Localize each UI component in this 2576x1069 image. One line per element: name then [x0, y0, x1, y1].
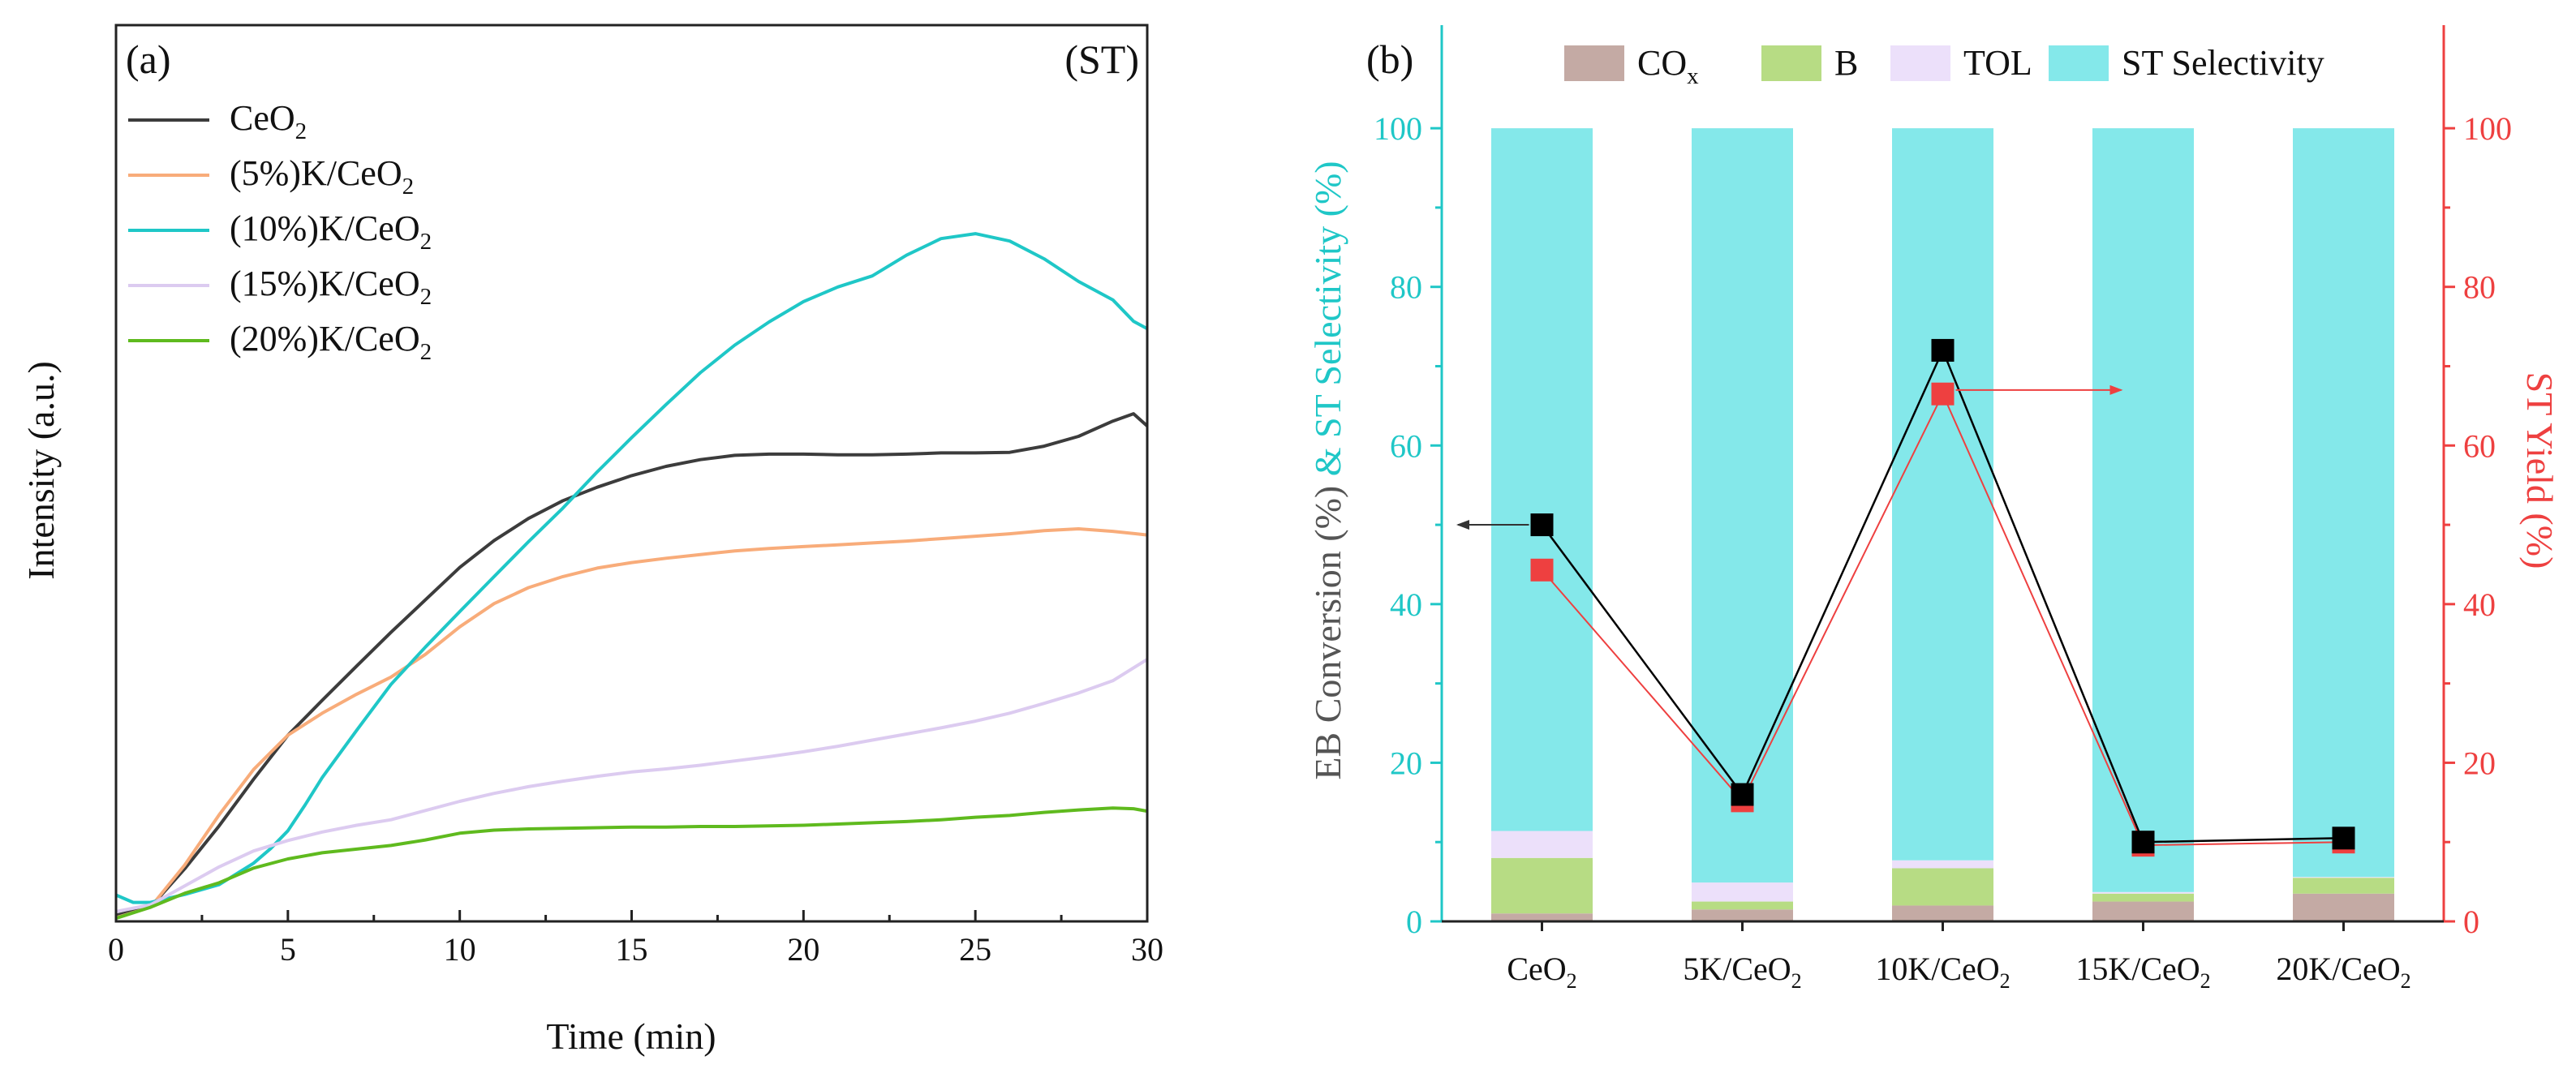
- series-line-1: [115, 527, 1148, 920]
- panel-b-left-y-axis-title: EB Conversion (%) & ST Selectivity (%): [1307, 161, 1348, 779]
- bar-segment-2: [1692, 882, 1793, 902]
- legend-label: (15%)K/CeO2: [230, 264, 432, 310]
- panel-a-corner-label: (ST): [1064, 36, 1139, 82]
- right-y-tick-label: 60: [2463, 427, 2496, 464]
- bar-segment-0: [2092, 901, 2194, 921]
- left-y-tick-label: 100: [1374, 110, 1422, 147]
- panel-b-stacked-bar-chart: 0 20 40 60 80 100 0 20 40 60 80 100 CeO2 5K/CeO2 10K/C…: [1307, 25, 2561, 993]
- bar-segment-3: [1491, 128, 1593, 831]
- legend-label: B: [1834, 43, 1858, 83]
- category-label: 15K/CeO2: [2075, 951, 2210, 993]
- st-selectivity-label: & ST Selectivity (%): [1307, 161, 1348, 485]
- panel-b-legend: COx B TOL ST Selectivity: [1564, 43, 2324, 89]
- series-line-4: [115, 806, 1148, 921]
- bar-segment-3: [2092, 128, 2194, 892]
- bar-segment-0: [2293, 893, 2394, 921]
- right-y-tick-label: 80: [2463, 269, 2496, 306]
- series-line-0: [115, 412, 1149, 917]
- bar-segment-2: [2092, 891, 2194, 894]
- line-marker-1: [1530, 558, 1554, 582]
- line-marker-0: [1731, 783, 1754, 806]
- panel-a-line-chart: 0 5 10 15 20 25 30 (a) (ST) Time (min) Intensi…: [20, 24, 1163, 1057]
- panel-a-y-axis-title: Intensity (a.u.): [20, 361, 62, 580]
- bar-segment-1: [1892, 868, 1993, 906]
- right-y-tick-label: 100: [2463, 110, 2512, 147]
- bar-segment-0: [1692, 909, 1793, 921]
- panel-a-x-axis-title: Time (min): [546, 1015, 716, 1057]
- legend-swatch: [1564, 45, 1624, 81]
- left-y-tick-label: 0: [1406, 904, 1422, 940]
- category-label: CeO2: [1507, 951, 1576, 993]
- right-y-tick-label: 20: [2463, 745, 2496, 781]
- panel-b-axes: 0 20 40 60 80 100 0 20 40 60 80 100 CeO2 5K/CeO2 10K/C…: [1374, 25, 2512, 993]
- left-y-tick-label: 20: [1390, 745, 1422, 781]
- bar-segment-2: [1491, 831, 1593, 858]
- x-tick-label: 5: [280, 931, 296, 968]
- bar-segment-3: [1692, 128, 1793, 883]
- line-marker-0: [1931, 338, 1955, 362]
- right-y-tick-label: 40: [2463, 586, 2496, 623]
- line-marker-0: [2131, 831, 2155, 854]
- x-tick-label: 10: [444, 931, 476, 968]
- bar-segment-1: [2293, 878, 2394, 894]
- legend-swatch: [1761, 45, 1821, 81]
- category-label: 5K/CeO2: [1683, 951, 1801, 993]
- legend-label: (20%)K/CeO2: [230, 319, 432, 365]
- legend-label: (10%)K/CeO2: [230, 208, 432, 255]
- eb-conversion-label: EB Conversion (%): [1307, 486, 1348, 780]
- legend-label: ST Selectivity: [2122, 43, 2324, 83]
- line-marker-0: [1530, 513, 1554, 537]
- category-label: 20K/CeO2: [2276, 951, 2410, 993]
- right-y-tick-label: 0: [2463, 904, 2479, 940]
- left-y-tick-label: 40: [1390, 586, 1422, 623]
- line-marker-0: [2332, 826, 2355, 850]
- x-tick-label: 30: [1131, 931, 1163, 968]
- series-line-3: [115, 658, 1149, 913]
- panel-b-right-y-axis-title: ST Yield (%): [2519, 372, 2561, 569]
- legend-label: CeO2: [230, 98, 307, 144]
- legend-swatch: [2049, 45, 2109, 81]
- bar-segment-0: [1892, 905, 1993, 921]
- series-line-2: [115, 232, 1148, 904]
- legend-label: TOL: [1963, 43, 2032, 83]
- bar-segment-1: [1692, 901, 1793, 910]
- bar-segment-3: [1892, 128, 1993, 861]
- panel-b-bars-group: [1491, 128, 2394, 921]
- legend-swatch: [1890, 45, 1950, 81]
- panel-a-series-group: [115, 232, 1149, 921]
- bar-segment-2: [1892, 860, 1993, 869]
- panel-b-lines-group: [1456, 338, 2355, 857]
- panel-b-label: (b): [1366, 36, 1413, 82]
- x-tick-label: 0: [108, 931, 124, 968]
- panel-a-label: (a): [126, 36, 171, 82]
- panel-a-legend: CeO2 (5%)K/CeO2 (10%)K/CeO2 (15%)K/CeO2 (20%…: [128, 98, 432, 365]
- line-marker-1: [1931, 382, 1955, 406]
- bar-segment-2: [2293, 877, 2394, 878]
- legend-label: (5%)K/CeO2: [230, 153, 414, 200]
- left-y-tick-label: 60: [1390, 427, 1422, 464]
- panel-a-x-ticks: 0 5 10 15 20 25 30: [108, 910, 1163, 968]
- x-tick-label: 15: [616, 931, 648, 968]
- x-tick-label: 20: [787, 931, 819, 968]
- bar-segment-1: [2092, 893, 2194, 902]
- x-tick-label: 25: [959, 931, 991, 968]
- legend-label: COx: [1637, 43, 1699, 89]
- bar-segment-1: [1491, 857, 1593, 914]
- category-label: 10K/CeO2: [1875, 951, 2010, 993]
- bar-segment-0: [1491, 913, 1593, 921]
- left-y-tick-label: 80: [1390, 269, 1422, 306]
- bar-segment-3: [2293, 128, 2394, 878]
